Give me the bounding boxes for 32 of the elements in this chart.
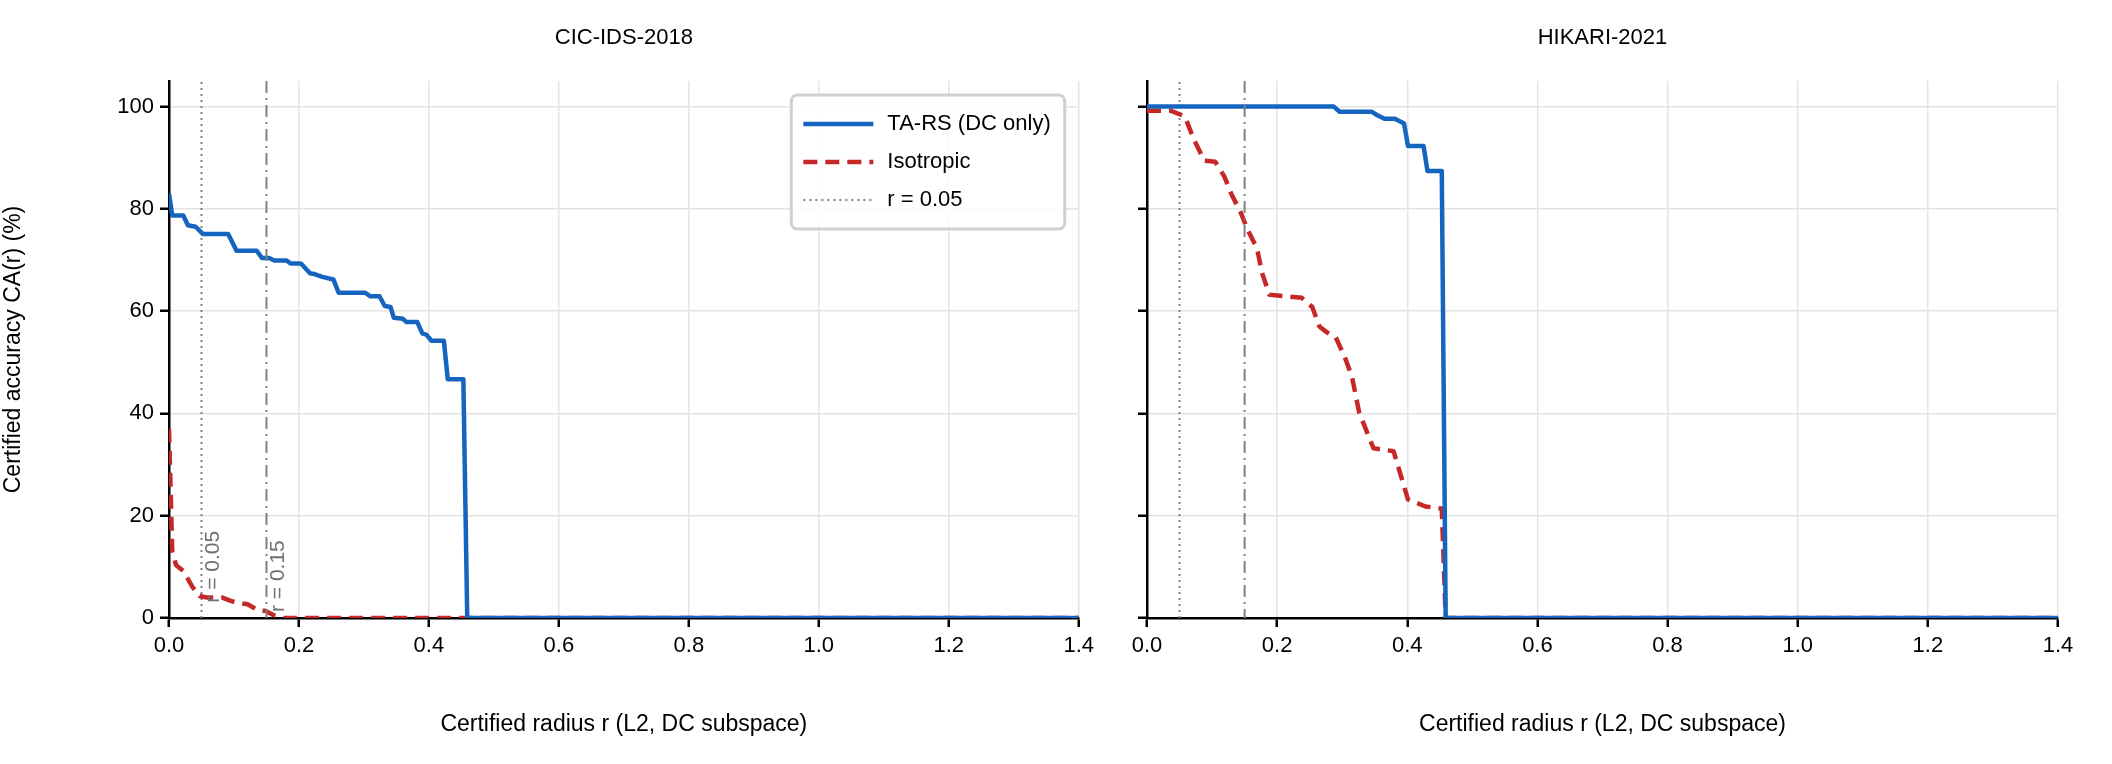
y-tick-label: 60 xyxy=(129,297,154,323)
x-tick-label: 1.4 xyxy=(2042,632,2074,658)
x-tick-label: 0.4 xyxy=(1391,632,1423,658)
x-tick-label: 0.2 xyxy=(283,632,315,658)
x-tick-label: 0.6 xyxy=(543,632,575,658)
ref-line-label: r = 0.15 xyxy=(265,540,289,612)
chart-title: CIC-IDS-2018 xyxy=(554,24,693,50)
y-tick-label: 80 xyxy=(129,194,154,220)
x-axis-title: Certified radius r (L2, DC subspace) xyxy=(1419,709,1786,736)
x-tick-label: 0.6 xyxy=(1522,632,1553,658)
x-tick-label: 0.8 xyxy=(673,632,705,658)
y-axis-title: Certified accuracy CA(r) (%) xyxy=(0,205,26,494)
y-tick-label: 20 xyxy=(129,501,154,527)
legend-label: r = 0.05 xyxy=(887,186,963,212)
x-tick-label: 1.4 xyxy=(1063,632,1095,658)
y-tick-label: 100 xyxy=(117,92,154,118)
x-tick-label: 0.0 xyxy=(1131,632,1163,658)
x-tick-label: 1.2 xyxy=(1912,632,1944,658)
y-tick-label: 40 xyxy=(129,399,154,425)
annotation: r = 0.05 xyxy=(200,530,224,603)
x-tick-label: 0.4 xyxy=(413,632,445,658)
x-tick-label: 0.8 xyxy=(1652,632,1683,658)
x-axis-title: Certified radius r (L2, DC subspace) xyxy=(440,709,808,736)
x-tick-label: 1.0 xyxy=(1782,632,1814,658)
y-tick-label: 0 xyxy=(141,604,154,630)
x-tick-label: 0.2 xyxy=(1261,632,1293,658)
x-tick-label: 0.0 xyxy=(153,632,185,658)
chart-title: HIKARI-2021 xyxy=(1537,24,1668,50)
x-tick-label: 1.0 xyxy=(803,632,835,658)
x-tick-label: 1.2 xyxy=(933,632,965,658)
legend-label: Isotropic xyxy=(887,148,971,174)
legend-label: TA-RS (DC only) xyxy=(887,110,1051,136)
